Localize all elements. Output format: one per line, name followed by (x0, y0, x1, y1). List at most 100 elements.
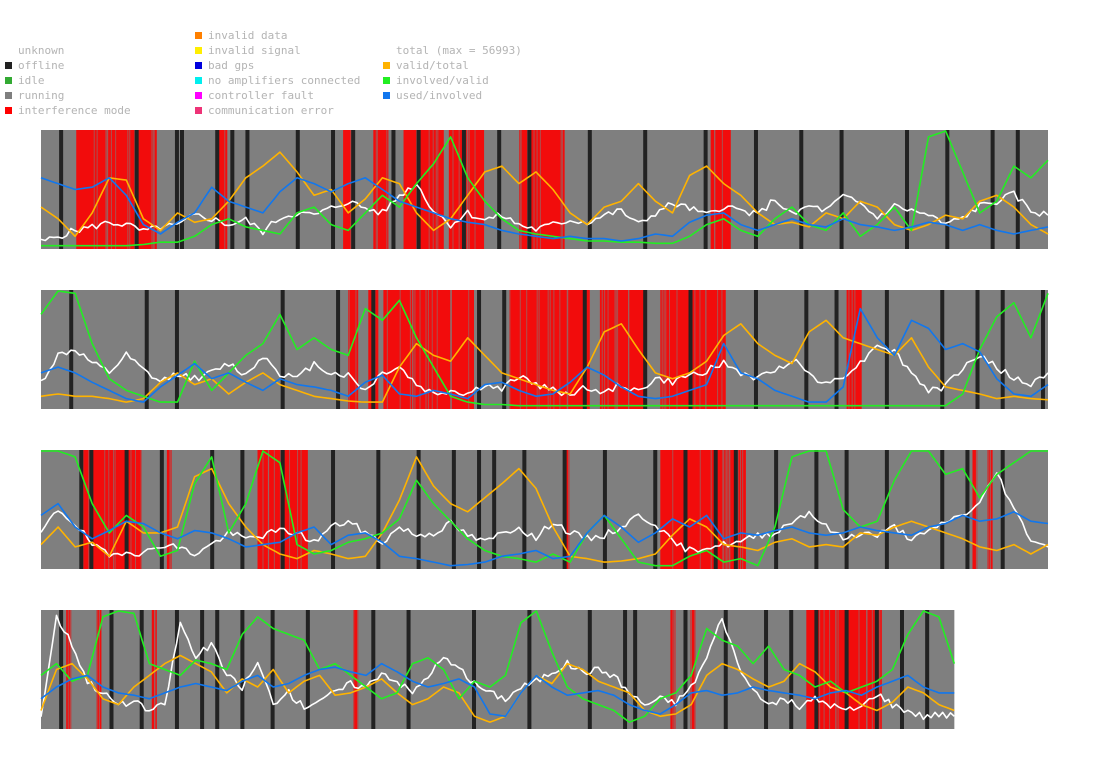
interference-gap (267, 450, 269, 569)
interference-gap (858, 610, 860, 729)
interference-gap (723, 450, 725, 569)
series-line-valid-total (40, 151, 1049, 238)
offline-mark (562, 450, 567, 569)
interference-gap (431, 290, 433, 409)
interference-gap (262, 450, 264, 569)
offline-mark (940, 290, 945, 409)
legend-swatch-icon (195, 47, 202, 54)
offline-mark (210, 450, 215, 569)
interference-gap (357, 610, 359, 729)
interference-gap (93, 130, 95, 249)
legend-swatch-icon (5, 77, 12, 84)
offline-mark (331, 130, 336, 249)
interference-gap (553, 290, 555, 409)
offline-mark (905, 130, 910, 249)
offline-mark (975, 290, 980, 409)
offline-mark (844, 450, 849, 569)
offline-mark (351, 130, 356, 249)
interference-gap (615, 290, 617, 409)
chart-row-4 (40, 610, 956, 729)
interference-gap (348, 290, 350, 409)
interference-gap (567, 290, 569, 409)
offline-mark (799, 130, 804, 249)
interference-gap (866, 610, 868, 729)
legend-swatch-icon (195, 92, 202, 99)
offline-mark (200, 610, 205, 729)
offline-mark (416, 130, 421, 249)
offline-mark (451, 450, 456, 569)
interference-gap (399, 290, 401, 409)
offline-mark (653, 450, 658, 569)
interference-gap (450, 290, 452, 409)
offline-mark (834, 290, 839, 409)
legend-swatch-icon (383, 92, 390, 99)
offline-mark (633, 610, 638, 729)
interference-band (217, 130, 228, 249)
offline-mark (839, 130, 844, 249)
offline-mark (753, 130, 758, 249)
chart-row-1 (40, 130, 1049, 249)
offline-mark (884, 450, 889, 569)
running-background (41, 610, 955, 729)
offline-mark (336, 290, 341, 409)
offline-mark (945, 130, 950, 249)
offline-mark (159, 450, 164, 569)
offline-mark (124, 450, 129, 569)
offline-mark (713, 450, 718, 569)
interference-gap (617, 290, 619, 409)
interference-gap (851, 290, 853, 409)
series-line-involved-valid (40, 610, 956, 723)
interference-gap (614, 290, 616, 409)
interference-gap (468, 290, 470, 409)
interference-gap (568, 450, 570, 569)
interference-gap (468, 130, 470, 249)
offline-mark (804, 290, 809, 409)
interference-gap (604, 290, 606, 409)
legend: unknown offline idle running interferenc… (0, 0, 1095, 125)
interference-gap (976, 450, 978, 569)
interference-gap (355, 290, 357, 409)
interference-gap (127, 130, 129, 249)
legend-swatch-icon (5, 92, 12, 99)
interference-gap (705, 290, 707, 409)
interference-gap (725, 450, 727, 569)
interference-gap (151, 130, 153, 249)
legend-swatch-icon (195, 32, 202, 39)
interference-gap (509, 290, 511, 409)
offline-mark (874, 610, 879, 729)
offline-mark (582, 290, 587, 409)
offline-mark (733, 450, 738, 569)
interference-gap (152, 130, 154, 249)
interference-gap (866, 610, 868, 729)
series-line-total (40, 472, 1049, 558)
offline-mark (527, 130, 532, 249)
series-line-used-involved (40, 502, 1049, 567)
interference-gap (536, 290, 538, 409)
interference-gap (115, 130, 117, 249)
interference-gap (435, 130, 437, 249)
interference-gap (96, 130, 98, 249)
interference-band (519, 130, 565, 249)
offline-mark (688, 290, 693, 409)
offline-mark (179, 130, 184, 249)
interference-gap (386, 290, 388, 409)
interference-gap (279, 450, 281, 569)
interference-gap (437, 130, 439, 249)
offline-mark (416, 450, 421, 569)
interference-gap (661, 290, 663, 409)
interference-gap (520, 130, 522, 249)
interference-gap (871, 610, 873, 729)
offline-mark (703, 130, 708, 249)
offline-mark (1040, 290, 1045, 409)
series-line-used-involved (40, 307, 1049, 403)
interference-gap (130, 450, 132, 569)
interference-gap (559, 290, 561, 409)
interference-gap (350, 130, 352, 249)
interference-gap (105, 130, 107, 249)
interference-gap (561, 130, 563, 249)
offline-mark (774, 450, 779, 569)
interference-band (660, 290, 726, 409)
interference-gap (547, 290, 549, 409)
interference-gap (106, 130, 108, 249)
